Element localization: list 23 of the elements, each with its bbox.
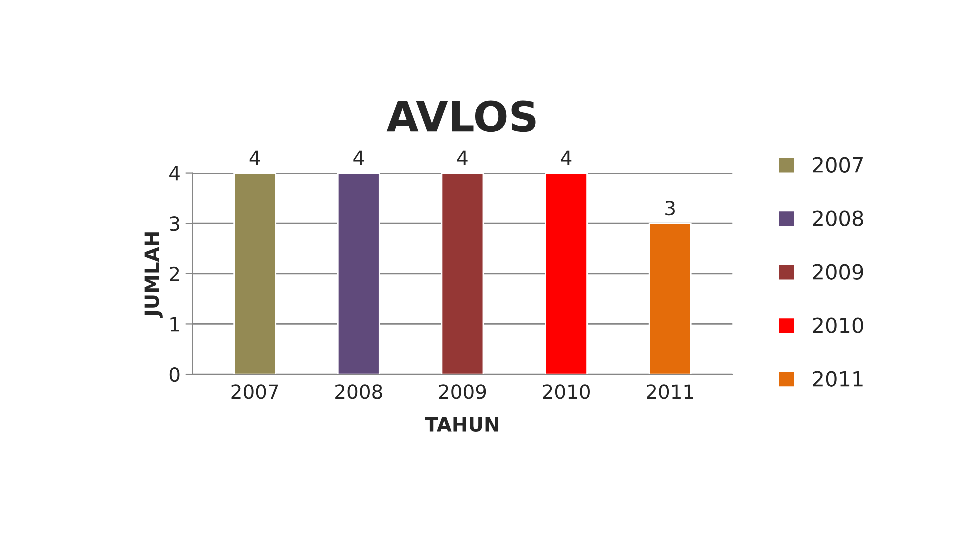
data-label: 4 [457, 150, 468, 166]
data-label: 3 [666, 200, 675, 216]
legend-label: 2010 [813, 318, 864, 334]
legend-label: 2008 [813, 210, 864, 226]
data-label: 4 [354, 150, 364, 166]
x-tick-label: 2009 [439, 384, 486, 400]
x-tick-label: 2008 [336, 384, 382, 400]
data-label: 4 [561, 150, 572, 166]
y-tick-label: 0 [170, 367, 180, 382]
chart-title: AVLOS [386, 100, 536, 132]
x-tick-label: 2010 [543, 384, 590, 400]
x-tick-label: 2011 [647, 384, 694, 400]
data-label: 4 [250, 150, 260, 166]
y-tick-label: 2 [170, 266, 180, 282]
legend-label: 2007 [813, 157, 863, 173]
y-tick-label: 1 [170, 317, 180, 332]
y-axis-title: JUMLAH [144, 232, 163, 318]
x-axis-title: TAHUN [425, 418, 499, 432]
y-tick-label: 4 [170, 166, 180, 181]
y-tick-label: 3 [170, 216, 180, 232]
x-tick-label: 2007 [232, 384, 278, 400]
legend-label: 2009 [813, 264, 864, 280]
legend-label: 2011 [813, 371, 863, 387]
